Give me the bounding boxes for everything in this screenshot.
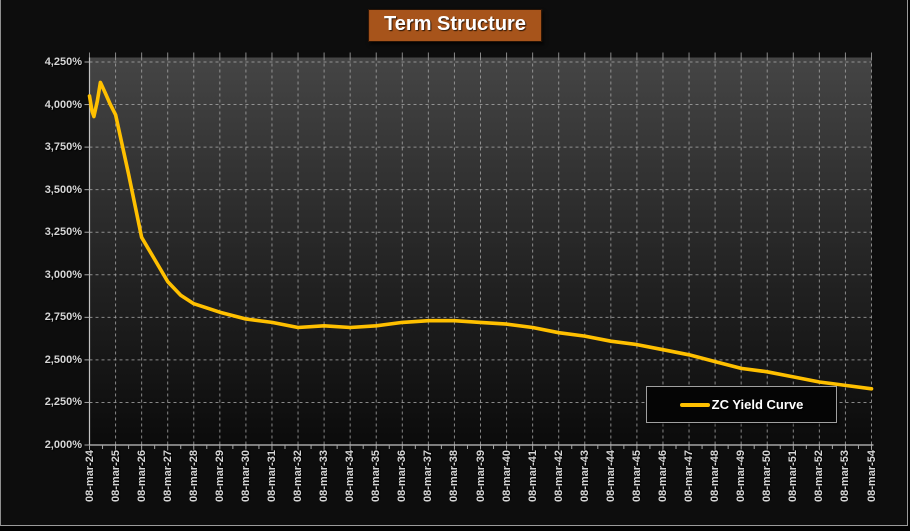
x-axis-label: 08-mar-28 (187, 450, 200, 502)
x-axis-label: 08-mar-39 (474, 450, 487, 502)
x-axis-label: 08-mar-35 (370, 450, 383, 502)
gridlines (89, 57, 872, 445)
y-axis-label: 3,500% (44, 183, 82, 196)
x-axis-label: 08-mar-40 (500, 450, 513, 502)
zc-yield-curve-line (87, 80, 874, 391)
y-axis-label: 4,250% (44, 56, 82, 68)
x-axis-label: 08-mar-45 (630, 450, 643, 502)
y-axis-label: 2,750% (44, 311, 82, 324)
x-axis-label: 08-mar-29 (213, 450, 226, 502)
y-axis-label: 2,500% (44, 353, 82, 366)
x-axis-label: 08-mar-42 (552, 450, 565, 502)
x-axis-label: 08-mar-46 (656, 450, 669, 502)
y-axis-label: 3,000% (44, 268, 82, 281)
x-axis-label: 08-mar-32 (292, 450, 305, 502)
x-axis-label: 08-mar-27 (161, 450, 174, 502)
x-axis-label: 08-mar-31 (265, 450, 278, 502)
y-axis-label: 3,250% (44, 226, 82, 239)
x-axis-label: 08-mar-36 (396, 450, 409, 502)
x-axis-label: 08-mar-49 (735, 450, 748, 502)
y-axis-label: 2,000% (44, 439, 82, 451)
x-axis-label: 08-mar-53 (839, 450, 852, 502)
x-axis-label: 08-mar-50 (761, 450, 774, 502)
x-axis-label: 08-mar-41 (526, 450, 539, 502)
x-axis-label: 08-mar-52 (813, 450, 826, 502)
x-axis-label: 08-mar-54 (865, 450, 878, 502)
legend-label: ZC Yield Curve (711, 397, 804, 412)
y-axis-label: 3,750% (44, 141, 82, 154)
x-axis-label: 08-mar-25 (109, 450, 122, 502)
x-axis-label: 08-mar-38 (448, 450, 461, 502)
chart-title: Term Structure (368, 9, 542, 42)
y-axis-label: 4,000% (44, 98, 82, 111)
y-axis-label: 2,250% (44, 396, 82, 409)
x-axis-label: 08-mar-48 (709, 450, 722, 502)
legend-line-sample-icon (679, 402, 710, 407)
x-axis-label: 08-mar-47 (683, 450, 696, 502)
x-axis-label: 08-mar-37 (422, 450, 435, 502)
x-axis-label: 08-mar-43 (578, 450, 591, 502)
x-axis-label: 08-mar-34 (344, 450, 357, 502)
x-axis-label: 08-mar-51 (787, 450, 800, 502)
x-axis-label: 08-mar-24 (83, 450, 96, 502)
x-axis-label: 08-mar-44 (604, 450, 617, 502)
legend: ZC Yield Curve (646, 386, 837, 423)
x-axis-label: 08-mar-26 (135, 450, 148, 502)
x-axis-label: 08-mar-33 (318, 450, 331, 502)
axes (84, 52, 874, 451)
x-axis-label: 08-mar-30 (239, 450, 252, 502)
